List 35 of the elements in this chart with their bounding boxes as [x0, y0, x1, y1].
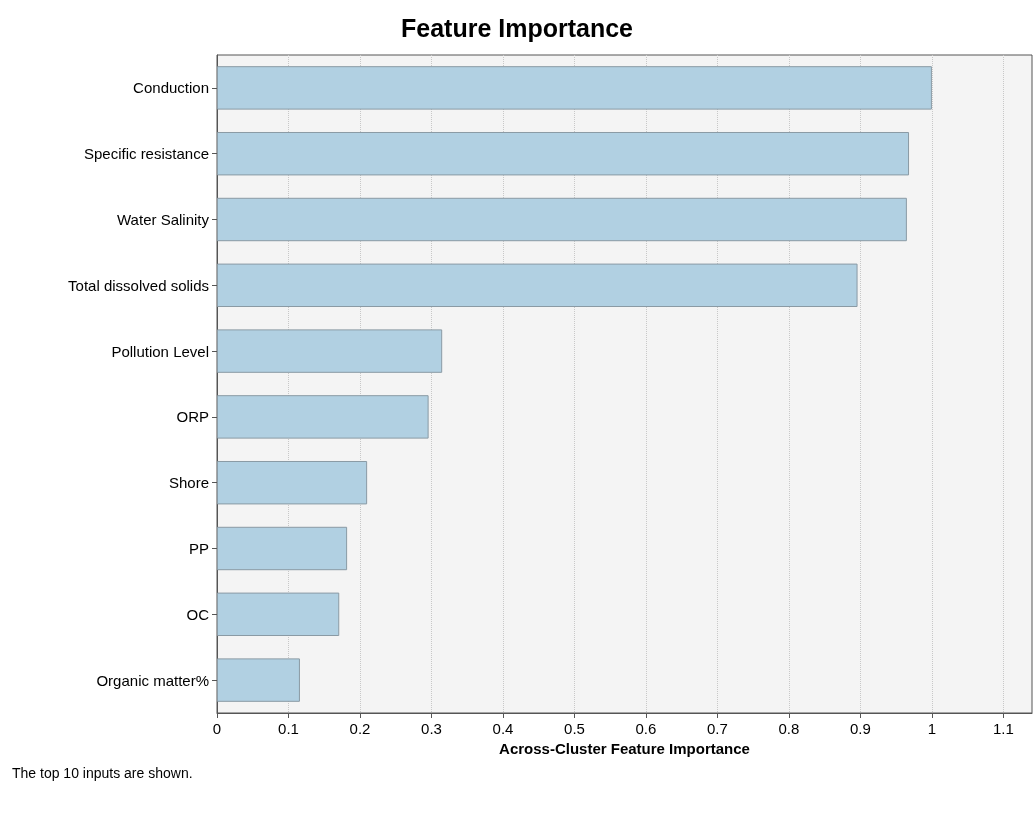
y-tick-label: OC: [186, 605, 210, 623]
text: The top 10 inputs are shown.: [12, 765, 193, 781]
y-tick-label: Organic matter%: [96, 671, 209, 689]
y-tick-label: Pollution Level: [111, 342, 209, 360]
x-tick-label: 1.1: [992, 720, 1014, 737]
y-tick-label: Shore: [168, 474, 209, 492]
bar: [217, 592, 340, 637]
x-tick-label: 1: [927, 720, 937, 737]
x-axis-title: Across-Cluster Feature Importance: [499, 740, 750, 757]
x-tick-label: 0.1: [278, 720, 299, 737]
y-tick-label: Conduction: [133, 79, 209, 97]
x-tick-label: 0.4: [492, 720, 514, 737]
x-tick-label: 0.3: [421, 720, 442, 737]
y-tick-label: Water Salinity: [117, 211, 210, 228]
bar: [217, 263, 858, 308]
bar: [217, 526, 348, 571]
y-tick-label: Total dissolved solids: [68, 276, 209, 294]
x-tick-label: 0.5: [564, 720, 585, 737]
x-tick-label: 0.6: [635, 720, 657, 737]
x-tick-label: 0: [212, 720, 222, 737]
chart-title: Feature Importance: [400, 13, 634, 42]
bar: [217, 329, 443, 373]
bar: [217, 395, 429, 439]
bar: [217, 197, 907, 242]
x-tick-label: 0.2: [349, 720, 371, 737]
y-tick-label: PP: [188, 540, 209, 557]
x-tick-label: 0.7: [707, 720, 728, 737]
y-tick-label: ORP: [176, 408, 209, 426]
bar: [217, 460, 368, 505]
bar: [217, 131, 910, 176]
y-tick-label: Specific resistance: [83, 145, 209, 163]
x-tick-label: 0.9: [849, 720, 871, 737]
bar: [217, 658, 300, 702]
bar: [217, 66, 932, 110]
x-tick-label: 0.8: [778, 720, 800, 737]
